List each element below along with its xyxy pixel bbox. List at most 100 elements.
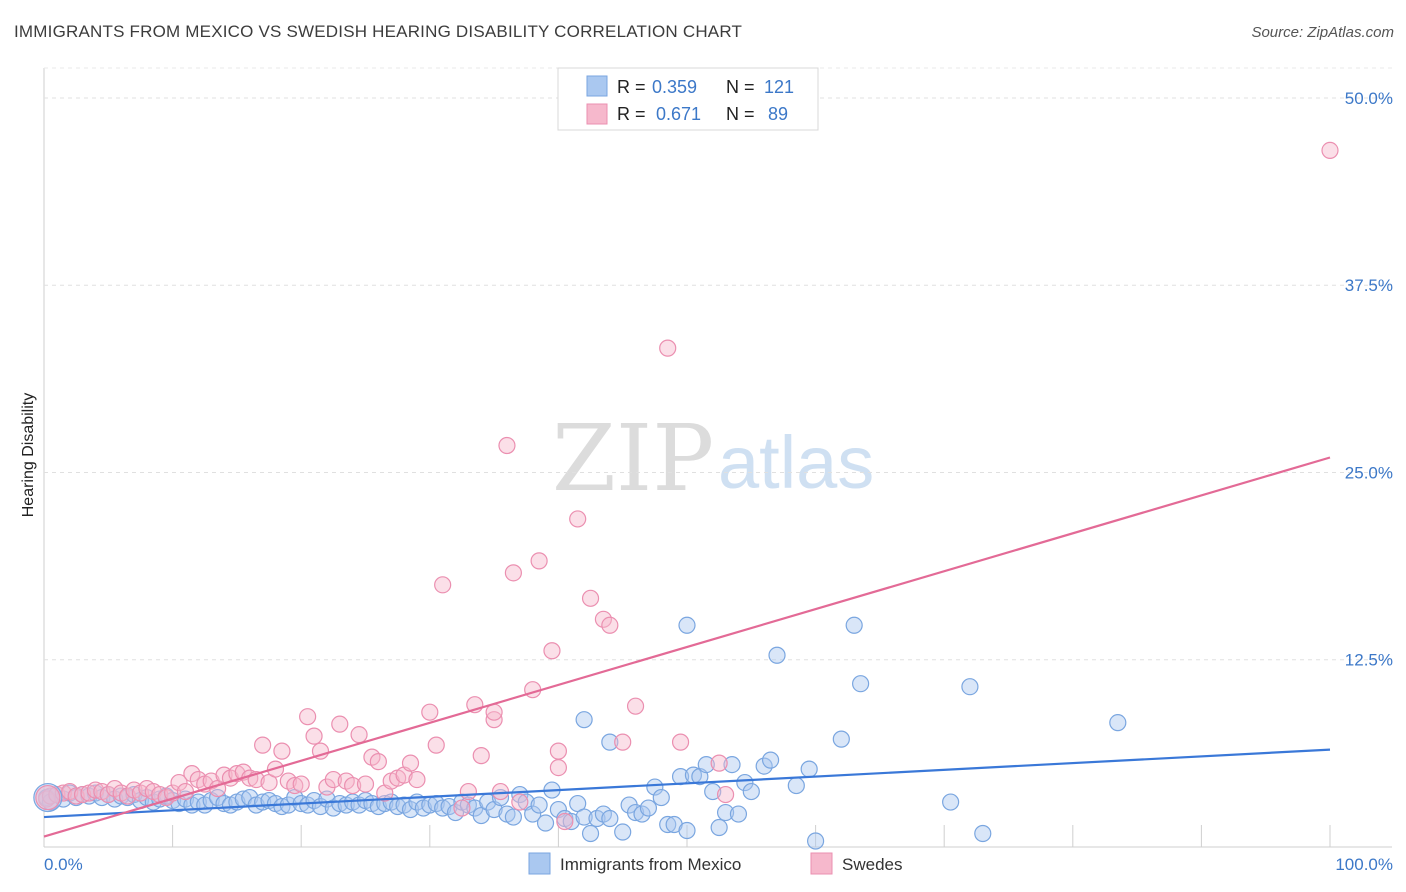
point-swedes	[183, 764, 201, 783]
point-swedes	[491, 782, 510, 801]
point-swedes	[614, 733, 632, 751]
point-swedes	[659, 339, 677, 357]
legend-n-value-1: 121	[764, 77, 794, 97]
point-swedes	[626, 697, 645, 715]
legend-n-label-2: N =	[726, 104, 755, 124]
point-mexico	[581, 824, 600, 843]
point-mexico	[659, 815, 677, 834]
point-mexico	[305, 791, 323, 810]
point-mexico	[575, 711, 593, 729]
point-mexico	[716, 803, 735, 822]
y-tick-label: 50.0%	[1345, 89, 1393, 108]
point-swedes	[170, 773, 188, 792]
point-mexico	[678, 821, 696, 840]
point-mexico	[652, 788, 670, 807]
point-swedes	[86, 781, 105, 799]
data-points	[33, 141, 1339, 850]
point-swedes	[594, 610, 613, 628]
point-mexico	[697, 756, 715, 774]
point-swedes	[549, 759, 568, 777]
point-swedes	[292, 775, 310, 793]
legend: R = 0.359 N = 121 R = 0.671 N = 89	[557, 67, 819, 131]
legend-swatch-pink	[586, 103, 608, 125]
point-mexico	[639, 799, 658, 817]
point-mexico	[704, 782, 722, 801]
point-swedes	[498, 436, 516, 455]
point-swedes	[581, 589, 600, 607]
point-swedes	[459, 782, 477, 801]
trend-lines	[43, 456, 1331, 838]
point-swedes	[716, 785, 735, 804]
point-mexico	[832, 730, 850, 748]
bottom-legend-swatch-blue	[528, 852, 551, 875]
point-mexico	[852, 675, 870, 693]
y-axis-title: Hearing Disability	[20, 393, 37, 518]
gridlines	[44, 67, 1392, 661]
x-tick-label: 0.0%	[44, 855, 83, 874]
point-swedes	[543, 642, 561, 660]
point-mexico	[755, 757, 773, 775]
point-swedes	[421, 703, 439, 721]
point-swedes	[556, 812, 574, 831]
point-mexico	[806, 832, 825, 850]
trend-line-mexico	[43, 748, 1331, 819]
point-swedes	[434, 576, 452, 594]
point-swedes	[99, 785, 117, 804]
point-swedes	[401, 754, 420, 772]
point-mexico	[1109, 714, 1127, 732]
point-swedes	[350, 726, 368, 744]
point-mexico	[614, 823, 632, 841]
point-mexico	[633, 805, 651, 823]
point-swedes	[1321, 141, 1339, 159]
point-mexico	[536, 814, 555, 832]
point-mexico	[209, 788, 227, 807]
point-mexico	[530, 796, 548, 814]
point-mexico	[736, 773, 754, 792]
point-mexico	[723, 756, 741, 774]
point-swedes	[569, 510, 587, 528]
point-swedes	[472, 747, 490, 765]
point-swedes	[344, 776, 362, 795]
point-swedes	[408, 770, 426, 789]
point-mexico	[787, 776, 805, 795]
point-swedes	[530, 552, 548, 570]
point-mexico	[601, 809, 619, 828]
y-tick-label: 37.5%	[1345, 276, 1393, 295]
legend-r-value-2: 0.671	[656, 104, 701, 124]
bottom-legend-swatch-pink	[810, 852, 833, 875]
point-mexico	[273, 797, 291, 816]
x-ticks	[43, 825, 1331, 847]
point-swedes	[671, 733, 690, 751]
point-mexico	[626, 803, 645, 822]
watermark-atlas: atlas	[718, 421, 874, 504]
point-mexico	[331, 794, 349, 813]
point-mexico	[761, 751, 780, 769]
point-swedes	[305, 727, 323, 745]
legend-r-label-2: R =	[617, 104, 646, 124]
point-swedes	[369, 753, 387, 771]
point-mexico	[742, 782, 760, 801]
legend-r-value-1: 0.359	[652, 77, 697, 97]
point-swedes	[324, 770, 342, 789]
chart-title: IMMIGRANTS FROM MEXICO VS SWEDISH HEARIN…	[14, 22, 743, 41]
bottom-legend-label-mexico: Immigrants from Mexico	[560, 855, 741, 874]
trend-line-swedes	[43, 456, 1331, 838]
point-swedes	[286, 776, 304, 795]
point-swedes	[601, 616, 619, 634]
point-swedes	[273, 742, 291, 760]
point-swedes	[67, 787, 85, 805]
point-mexico	[729, 805, 748, 823]
point-mexico	[710, 818, 728, 837]
point-mexico	[800, 760, 818, 778]
point-mexico	[562, 812, 580, 831]
point-mexico	[768, 646, 786, 664]
point-mexico	[504, 808, 522, 826]
point-swedes	[710, 754, 728, 772]
point-mexico	[942, 793, 960, 811]
x-tick-labels: 0.0% 100.0%	[44, 855, 1393, 874]
point-mexico	[646, 778, 664, 796]
legend-r-label-1: R =	[617, 77, 646, 97]
point-mexico	[974, 824, 992, 843]
bottom-legend-label-swedes: Swedes	[842, 855, 902, 874]
